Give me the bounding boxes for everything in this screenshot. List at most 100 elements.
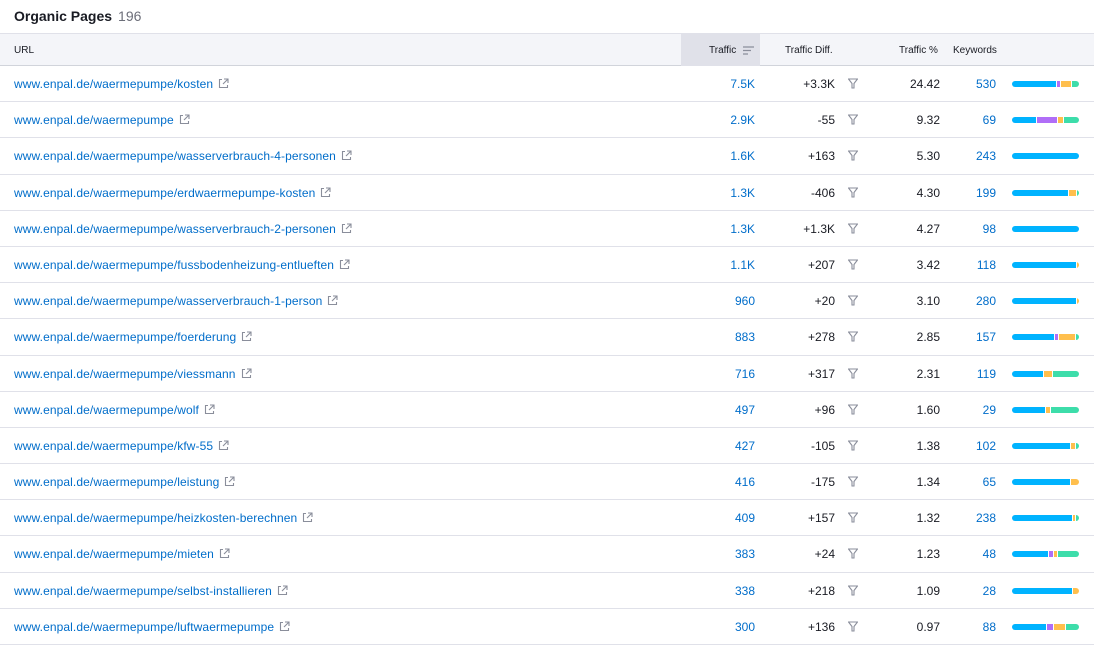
external-link-icon[interactable] [320,187,331,198]
traffic-diff-value: +24 [814,547,835,562]
traffic-value[interactable]: 716 [734,366,755,381]
traffic-value[interactable]: 300 [734,619,755,634]
funnel-icon[interactable] [848,114,858,125]
external-link-icon[interactable] [204,404,215,415]
keywords-value[interactable]: 65 [982,475,996,490]
funnel-icon[interactable] [848,187,858,198]
page-url-link[interactable]: www.enpal.de/waermepumpe/wolf [14,403,215,417]
external-link-icon[interactable] [341,150,352,161]
funnel-icon[interactable] [848,621,858,632]
funnel-icon[interactable] [848,548,858,559]
external-link-icon[interactable] [224,476,235,487]
keywords-value[interactable]: 102 [975,438,996,453]
keywords-value[interactable]: 157 [975,330,996,345]
page-url-link[interactable]: www.enpal.de/waermepumpe/heizkosten-bere… [14,511,313,525]
funnel-icon[interactable] [848,78,858,89]
traffic-pct-value: 1.32 [916,511,940,526]
external-link-icon[interactable] [179,114,190,125]
traffic-value[interactable]: 1.3K [730,185,755,200]
funnel-icon[interactable] [848,331,858,342]
keywords-value[interactable]: 28 [982,583,996,598]
traffic-value[interactable]: 960 [734,294,755,309]
page-url-link[interactable]: www.enpal.de/waermepumpe/viessmann [14,367,252,381]
keywords-value[interactable]: 98 [982,221,996,236]
column-traffic-pct[interactable]: Traffic % [899,45,938,56]
traffic-value[interactable]: 7.5K [730,77,755,91]
keywords-value[interactable]: 69 [982,113,996,128]
traffic-value[interactable]: 2.9K [730,113,755,128]
funnel-icon[interactable] [848,476,858,487]
funnel-icon[interactable] [848,295,858,306]
external-link-icon[interactable] [277,585,288,596]
external-link-icon[interactable] [218,78,229,89]
external-link-icon[interactable] [327,295,338,306]
keywords-value[interactable]: 119 [976,366,996,381]
external-link-icon[interactable] [241,331,252,342]
column-url[interactable]: URL [14,45,35,56]
funnel-icon[interactable] [848,512,858,523]
page-url-link[interactable]: www.enpal.de/waermepumpe/leistung [14,475,235,489]
funnel-icon[interactable] [848,259,858,270]
funnel-icon[interactable] [848,223,858,234]
table-row: www.enpal.de/waermepumpe/fussbodenheizun… [0,247,1094,284]
traffic-value[interactable]: 1.3K [730,221,755,236]
bar-segment [1012,587,1072,594]
page-url-link[interactable]: www.enpal.de/waermepumpe/fussbodenheizun… [14,258,350,272]
page-url-link[interactable]: www.enpal.de/waermepumpe/erdwaermepumpe-… [14,186,331,200]
external-link-icon[interactable] [302,512,313,523]
bar-segment [1066,623,1079,630]
traffic-value[interactable]: 416 [734,475,755,490]
intent-distribution-bar [1012,515,1079,522]
column-traffic[interactable]: Traffic [709,45,737,56]
page-url-link[interactable]: www.enpal.de/waermepumpe/wasserverbrauch… [14,222,352,236]
bar-segment [1058,334,1075,341]
funnel-icon[interactable] [848,150,858,161]
keywords-value[interactable]: 280 [975,294,996,309]
keywords-value[interactable]: 48 [982,547,996,562]
traffic-value[interactable]: 1.6K [730,149,755,164]
url-text: www.enpal.de/waermepumpe/wasserverbrauch… [14,149,336,164]
column-traffic-diff[interactable]: Traffic Diff. [785,45,833,56]
funnel-icon[interactable] [848,404,858,415]
keywords-value[interactable]: 243 [975,149,996,164]
external-link-icon[interactable] [341,223,352,234]
intent-distribution-bar [1012,370,1079,377]
funnel-icon[interactable] [848,585,858,596]
traffic-value[interactable]: 497 [734,402,755,417]
external-link-icon[interactable] [279,621,290,632]
page-url-link[interactable]: www.enpal.de/waermepumpe [14,113,190,127]
keywords-value[interactable]: 530 [975,77,996,91]
traffic-value[interactable]: 338 [734,583,755,598]
traffic-value[interactable]: 383 [734,547,755,562]
page-url-link[interactable]: www.enpal.de/waermepumpe/kfw-55 [14,439,229,453]
keywords-value[interactable]: 199 [975,185,996,200]
bar-segment [1012,189,1069,196]
traffic-value[interactable]: 427 [734,438,755,453]
page-url-link[interactable]: www.enpal.de/waermepumpe/selbst-installi… [14,584,288,598]
column-keywords[interactable]: Keywords [953,45,997,56]
table-row: www.enpal.de/waermepumpe/wolf 497 +96 1.… [0,392,1094,428]
page-url-link[interactable]: www.enpal.de/waermepumpe/wasserverbrauch… [14,294,338,308]
page-url-link[interactable]: www.enpal.de/waermepumpe/wasserverbrauch… [14,149,352,163]
keywords-value[interactable]: 88 [982,619,996,634]
funnel-icon[interactable] [848,440,858,451]
table-row: www.enpal.de/waermepumpe/erdwaermepumpe-… [0,175,1094,211]
page-url-link[interactable]: www.enpal.de/waermepumpe/kosten [14,77,229,91]
sort-icon[interactable] [743,46,754,55]
keywords-value[interactable]: 118 [976,257,996,272]
external-link-icon[interactable] [218,440,229,451]
page-url-link[interactable]: www.enpal.de/waermepumpe/foerderung [14,330,252,344]
traffic-value[interactable]: 1.1K [730,257,755,272]
keywords-value[interactable]: 238 [975,511,996,526]
url-text: www.enpal.de/waermepumpe/fussbodenheizun… [14,257,335,272]
traffic-value[interactable]: 883 [734,330,755,345]
funnel-icon[interactable] [848,367,858,379]
page-url-link[interactable]: www.enpal.de/waermepumpe/mieten [14,547,230,561]
page-url-link[interactable]: www.enpal.de/waermepumpe/luftwaermepumpe [14,620,290,634]
external-link-icon[interactable] [241,367,252,379]
external-link-icon[interactable] [339,259,350,270]
traffic-diff-value: +218 [807,583,835,598]
traffic-value[interactable]: 409 [734,511,755,526]
keywords-value[interactable]: 29 [982,402,996,417]
external-link-icon[interactable] [219,548,230,559]
